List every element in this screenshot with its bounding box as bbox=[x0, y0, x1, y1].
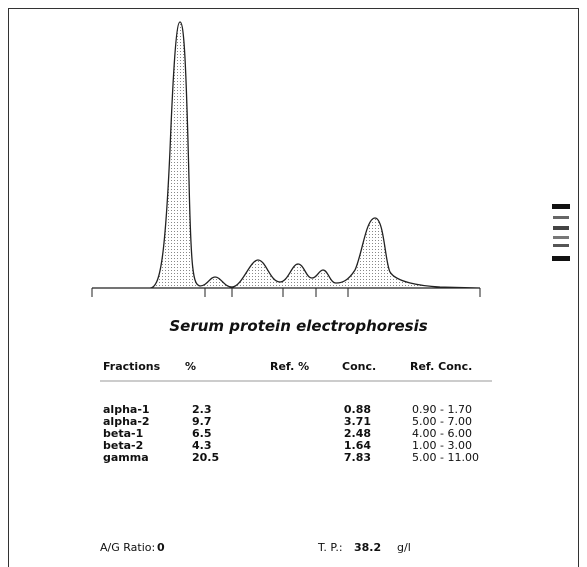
column-header: Ref. Conc. bbox=[410, 360, 472, 373]
fraction-conc: 7.83 bbox=[311, 451, 371, 464]
electrophoresis-graphic bbox=[0, 0, 587, 567]
fraction-percent: 20.5 bbox=[192, 451, 219, 464]
report-title: Serum protein electrophoresis bbox=[0, 317, 587, 335]
column-header: % bbox=[185, 360, 196, 373]
fraction-name: gamma bbox=[103, 451, 149, 464]
gel-strip bbox=[552, 204, 570, 261]
protein-curve bbox=[92, 22, 480, 288]
tp-label: T. P.: bbox=[318, 541, 343, 554]
fraction-ref-conc: 5.00 - 11.00 bbox=[412, 451, 479, 464]
fraction-dividers bbox=[92, 288, 480, 297]
column-header: Fractions bbox=[103, 360, 160, 373]
tp-unit: g/l bbox=[397, 541, 411, 554]
column-header: Conc. bbox=[342, 360, 376, 373]
tp-value: 38.2 bbox=[354, 541, 381, 554]
ag-value: 0 bbox=[157, 541, 165, 554]
column-header: Ref. % bbox=[270, 360, 309, 373]
ag-label: A/G Ratio: bbox=[100, 541, 155, 554]
report-page: Serum protein electrophoresis Fractions%… bbox=[0, 0, 587, 567]
